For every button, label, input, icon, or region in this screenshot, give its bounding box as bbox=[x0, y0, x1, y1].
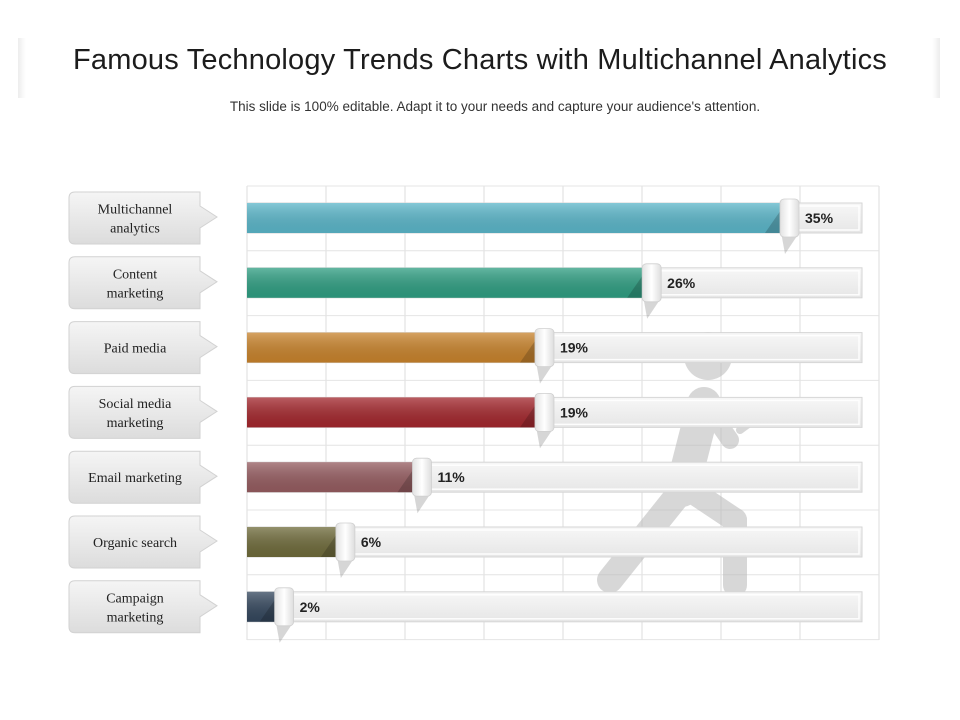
bar-cap-shadow bbox=[535, 361, 552, 384]
bar-row: Organic search 6% bbox=[68, 515, 863, 578]
bar-value-label: 26% bbox=[667, 275, 696, 291]
bar-value-label: 11% bbox=[437, 469, 465, 485]
category-label: marketing bbox=[107, 286, 164, 301]
bar-cap-shadow bbox=[413, 491, 430, 514]
bar-sheen bbox=[247, 591, 278, 622]
category-label: Organic search bbox=[93, 536, 177, 551]
bar-sheen bbox=[247, 203, 783, 233]
bar-fold-shade bbox=[320, 531, 339, 557]
category-callout bbox=[68, 191, 218, 245]
bar-sheen bbox=[247, 332, 538, 363]
bar-row: Email marketing 11% bbox=[68, 450, 863, 514]
bar-value-label: 35% bbox=[805, 210, 834, 226]
category-label: marketing bbox=[107, 416, 164, 431]
bar-cap bbox=[779, 198, 800, 238]
bar-row: Multichannel analytics 35% bbox=[68, 191, 863, 254]
bar-row: Social media marketing 19% bbox=[68, 385, 863, 449]
bar-sheen bbox=[247, 462, 416, 493]
page-subtitle: This slide is 100% editable. Adapt it to… bbox=[229, 99, 761, 114]
bar-cap-shadow bbox=[336, 556, 353, 578]
bar-cap bbox=[534, 392, 555, 432]
bar-fold-shade bbox=[397, 466, 416, 493]
category-callout bbox=[68, 321, 218, 375]
bar-fold-shade bbox=[519, 336, 538, 363]
bar-track bbox=[246, 591, 863, 623]
category-callout bbox=[68, 256, 218, 310]
bar-value-label: 19% bbox=[560, 404, 589, 420]
category-callout bbox=[68, 450, 218, 504]
bar-cap-shadow bbox=[535, 426, 552, 449]
category-label: Content bbox=[113, 267, 157, 282]
bar-cap bbox=[641, 263, 662, 303]
bar-sheen bbox=[247, 397, 538, 428]
bar-fold-shade bbox=[259, 595, 278, 622]
category-label: Paid media bbox=[104, 342, 167, 357]
bar-value-label: 19% bbox=[560, 340, 589, 356]
bar-cap-shadow bbox=[643, 296, 660, 319]
category-label: marketing bbox=[107, 610, 164, 625]
title-edge-shade-left bbox=[18, 38, 26, 98]
bar-row: Paid media 19% bbox=[68, 321, 863, 384]
category-label: analytics bbox=[110, 222, 160, 237]
bar-value-label: 6% bbox=[361, 534, 382, 550]
bar-cap-shadow bbox=[781, 232, 797, 254]
bar-cap bbox=[412, 457, 432, 497]
category-label: Email marketing bbox=[88, 471, 182, 486]
bar-row: Campaign marketing 2% bbox=[68, 580, 863, 643]
category-callout bbox=[68, 580, 218, 634]
category-callout bbox=[68, 515, 218, 569]
bar-sheen bbox=[247, 527, 339, 557]
category-label: Multichannel bbox=[98, 203, 173, 218]
bar-cap-shadow bbox=[275, 620, 292, 643]
bar-fold-shade bbox=[765, 207, 783, 233]
category-callout bbox=[68, 385, 218, 439]
grid-lines bbox=[246, 185, 880, 641]
bar-row: Content marketing 26% bbox=[68, 256, 863, 319]
bar-cap bbox=[335, 522, 356, 562]
category-label: Campaign bbox=[106, 591, 164, 606]
bar-fold-shade bbox=[519, 401, 538, 428]
page-title: Famous Technology Trends Charts with Mul… bbox=[73, 44, 887, 76]
bar-value-label: 2% bbox=[300, 599, 321, 615]
bar-sheen bbox=[247, 267, 646, 298]
title-edge-shade-right bbox=[932, 38, 940, 98]
category-label: Social media bbox=[99, 397, 172, 412]
bar-cap bbox=[534, 328, 555, 368]
bar-cap bbox=[274, 587, 295, 627]
bar-fold-shade bbox=[627, 271, 646, 298]
